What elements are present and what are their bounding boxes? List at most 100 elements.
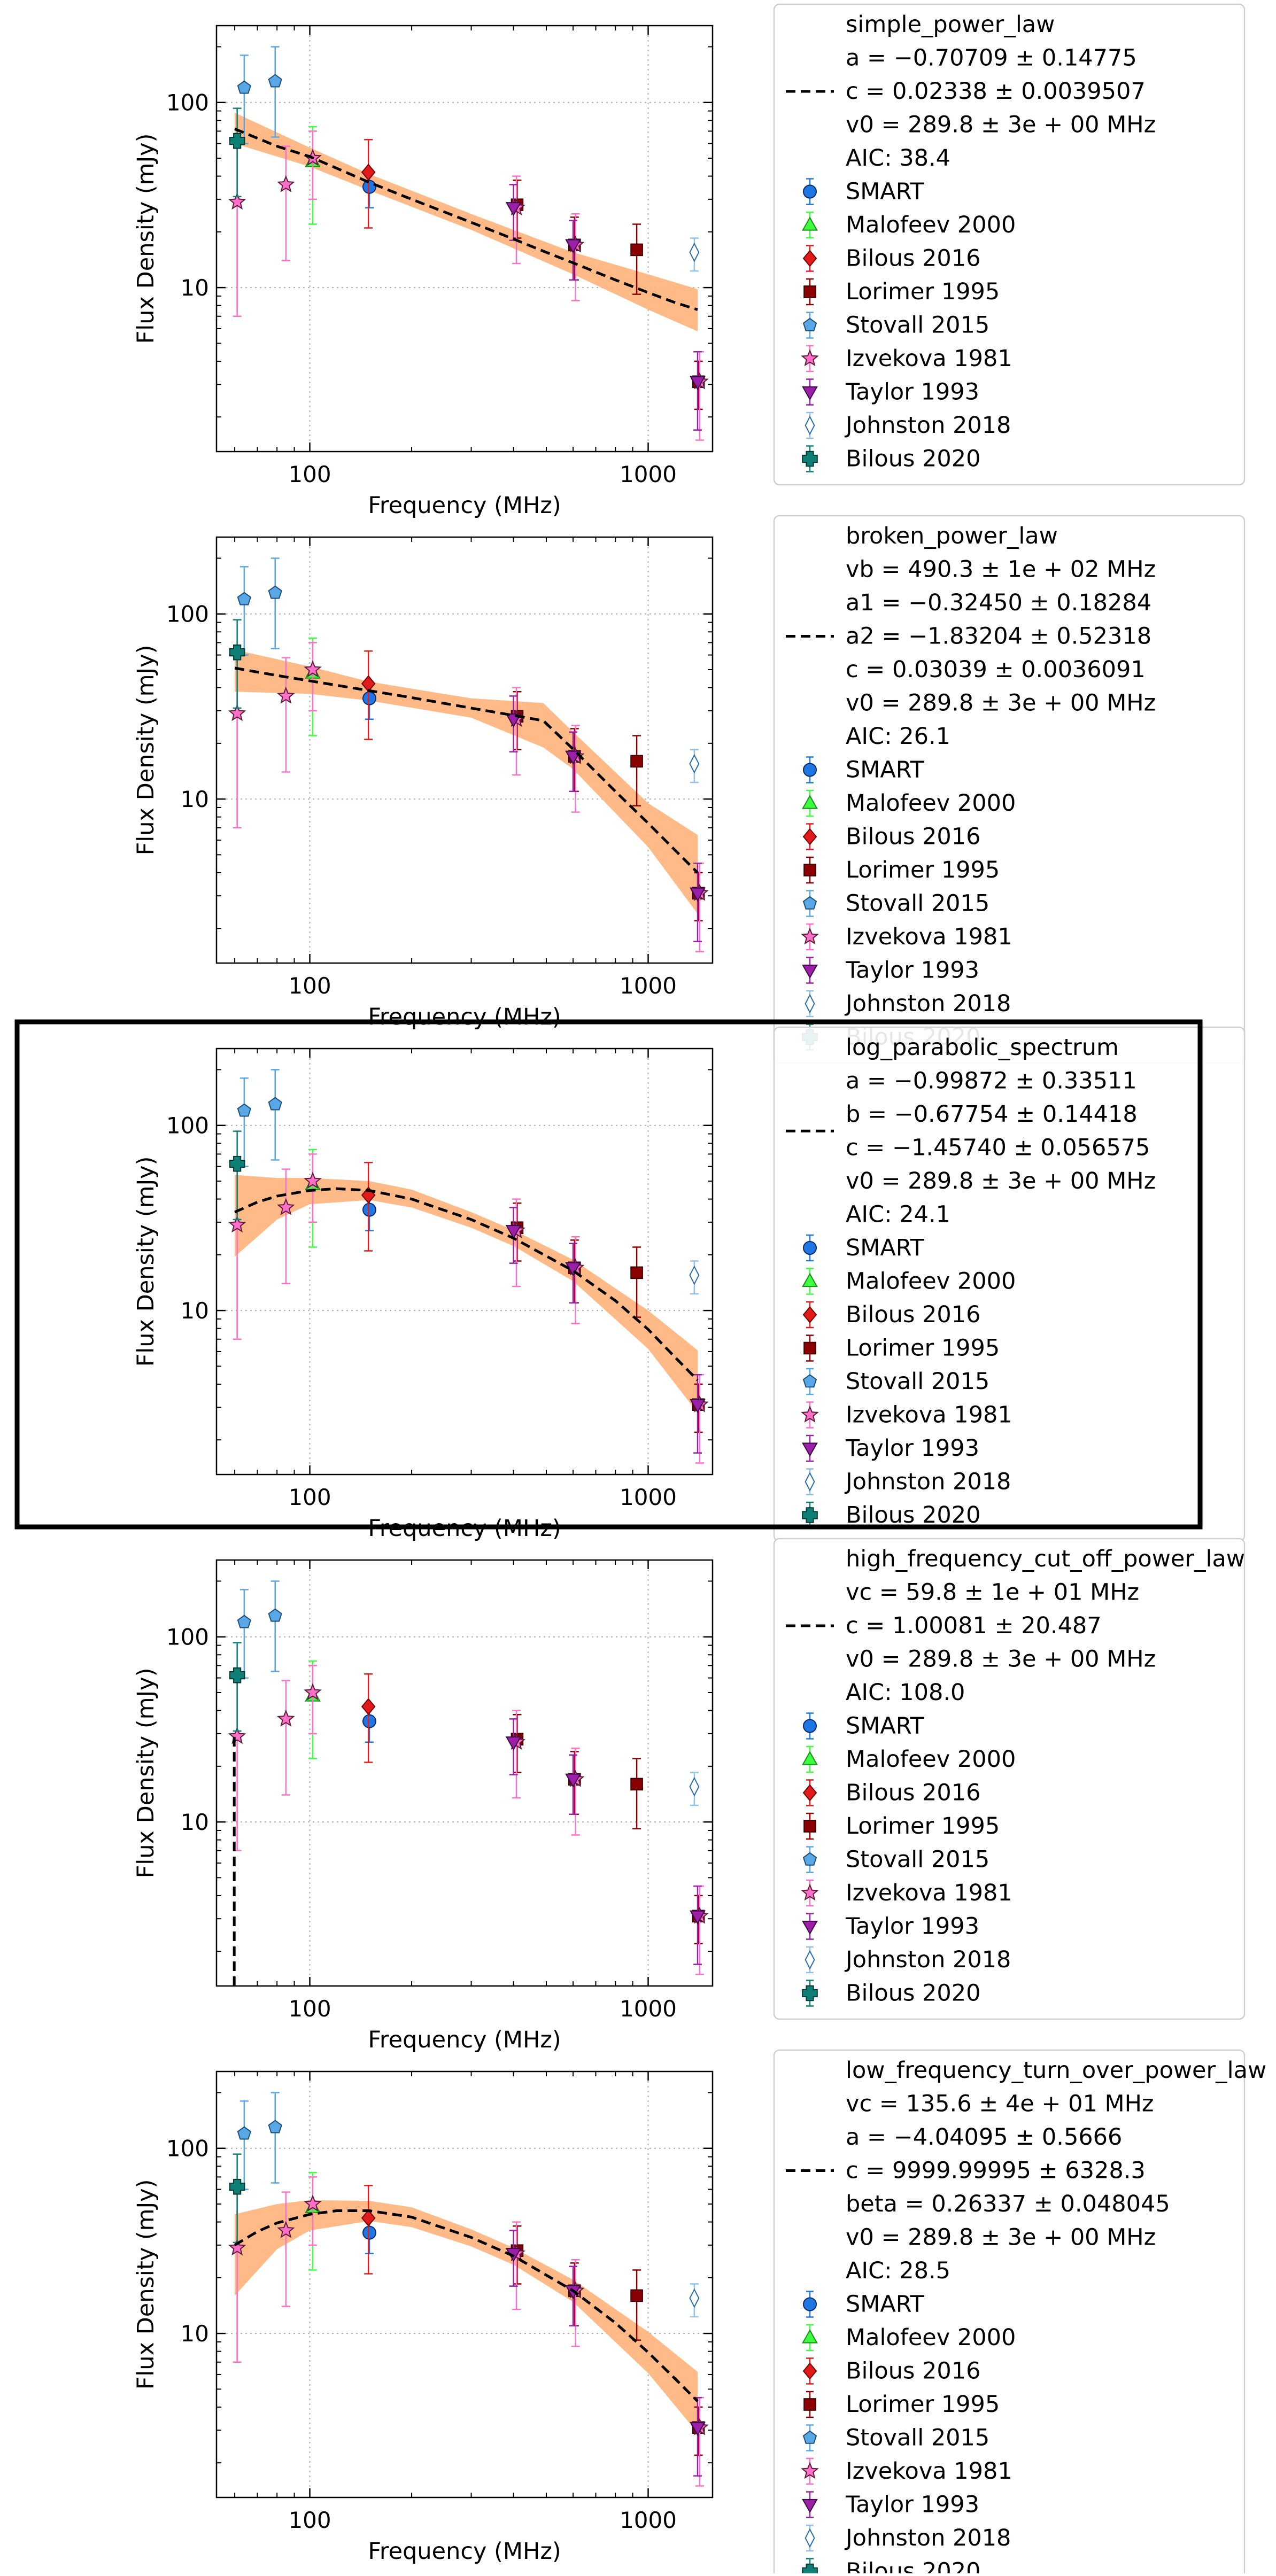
legend-fit-param: vb = 490.3 ± 1e + 02 MHz [846,556,1156,583]
chart-panel-2: 100 1000 10 100 Frequency (MHz) Flux Density … [133,515,1246,1064]
legend-marker [802,317,817,331]
x-tick-label: 100 [288,1484,331,1510]
legend-marker [802,1306,817,1323]
data-marker [689,1776,700,1797]
data-marker [361,2209,376,2227]
legend-marker [805,415,815,436]
legend-box [773,2049,1246,2576]
legend-fit-param: a = −0.70709 ± 0.14775 [846,45,1137,72]
data-marker [630,1266,643,1279]
legend-marker [803,1341,816,1355]
x-tick-label: 1000 [620,1996,677,2022]
legend-marker [803,184,817,199]
data-marker [505,1225,522,1239]
legend-marker [801,1405,819,1423]
data-marker [690,2422,706,2437]
plot-area [228,1069,709,1464]
legend-marker [802,2430,817,2444]
legend-series-label: Malofeev 2000 [846,2324,1016,2351]
data-marker [237,80,252,94]
data-marker [689,2288,700,2308]
legend-fit-name: broken_power_law [846,523,1058,549]
data-marker [229,1155,245,1172]
legend-series-label: Taylor 1993 [845,2492,979,2518]
selected-panel-highlight[interactable] [14,1019,1203,1530]
data-marker [228,192,246,210]
data-marker [362,180,376,194]
data-marker [690,887,706,902]
legend-series-label: Izvekova 1981 [846,924,1012,950]
legend-marker [802,386,818,401]
data-marker [690,1910,706,1925]
data-marker [689,242,700,262]
data-point [689,1772,700,1806]
legend-marker [803,763,817,777]
data-point [304,1153,322,1223]
legend-fit-param: vc = 135.6 ± 4e + 01 MHz [846,2091,1154,2117]
legend-marker [805,994,815,1014]
legend-marker [803,864,816,876]
legend-box [773,3,1246,486]
data-point [690,1885,706,1965]
data-marker [268,1097,282,1111]
fit-curve [234,2209,699,2402]
data-marker [229,133,245,149]
grid [216,1560,713,1986]
legend-marker [801,2462,819,2479]
y-tick-label: 100 [166,2136,209,2162]
data-point [361,2184,376,2275]
data-point [566,1748,585,1836]
y-tick-label: 10 [181,275,209,301]
data-marker [237,1615,252,1628]
plot-area [228,2092,709,2487]
legend-marker [802,1852,817,1866]
x-tick-label: 100 [288,1996,331,2022]
data-point [505,1718,522,1775]
data-point [630,2269,643,2341]
data-point [277,1680,295,1796]
legend-series-label: Taylor 1993 [845,1435,979,1462]
data-marker [690,1399,706,1414]
legend-marker [801,927,819,945]
data-point [268,1580,282,1672]
data-point [630,735,643,806]
legend-series-label: Bilous 2016 [846,2358,980,2385]
legend-marker [802,1374,817,1388]
y-tick-label: 100 [166,601,209,627]
x-axis-label: Frequency (MHz) [368,2027,561,2053]
legend-marker [802,2362,817,2380]
grid [216,2071,713,2497]
fit-curve [234,127,698,311]
legend-marker [802,2499,818,2513]
data-point [689,237,700,272]
y-tick-label: 10 [181,786,209,812]
data-marker [689,1265,700,1285]
fit-uncertainty-band [235,649,698,914]
legend-series-label: Lorimer 1995 [846,1335,1000,1362]
data-marker [228,704,246,721]
legend-marker [802,1985,818,2001]
x-tick-label: 100 [288,973,331,999]
data-point [268,557,282,649]
legend-fit-param: c = 0.02338 ± 0.0039507 [846,78,1146,105]
legend-fit-param: v0 = 289.8 ± 3e + 00 MHz [846,1646,1156,1673]
data-point [689,749,700,783]
y-tick-label: 10 [181,1809,209,1835]
legend-series-label: Izvekova 1981 [846,345,1012,372]
data-marker [277,2221,295,2238]
data-point [304,1665,322,1735]
x-tick-label: 1000 [620,1484,677,1510]
data-point [565,1754,582,1815]
legend-marker [802,1273,818,1287]
data-point [691,351,709,441]
legend-series-label: Taylor 1993 [845,1913,979,1940]
legend-series-label: SMART [846,1713,925,1740]
x-axis-label: Frequency (MHz) [368,1004,561,1030]
legend-series-label: Stovall 2015 [846,1846,989,1873]
data-point [268,2092,282,2184]
data-point [361,1673,376,1763]
legend-fit-param: c = 9999.99995 ± 6328.3 [846,2158,1146,2184]
legend-marker [802,1507,818,1523]
